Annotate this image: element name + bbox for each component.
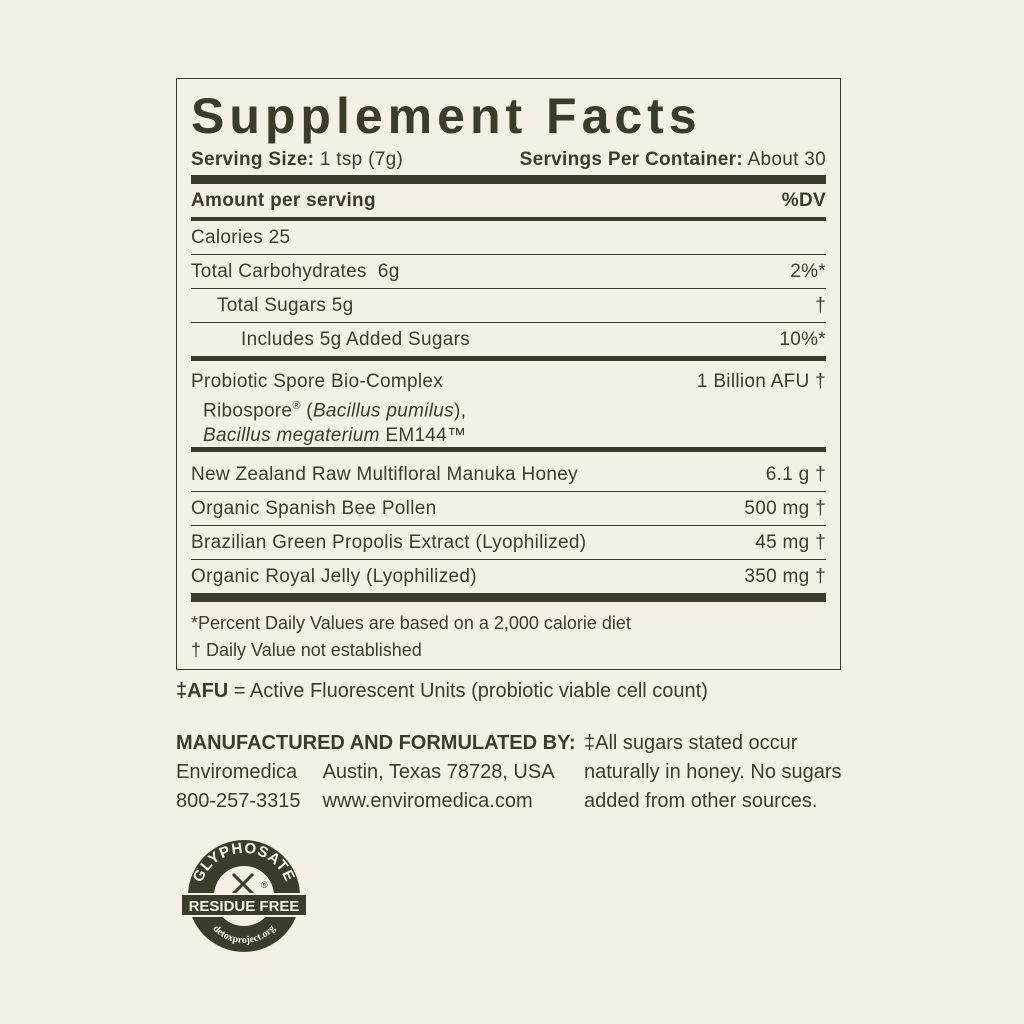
amount-label: Amount per serving [191,189,376,211]
ingredient-amount: 6.1 g † [765,463,826,485]
divider [191,559,826,560]
serving-size-value: 1 tsp (7g) [319,149,404,170]
manufacturer-heading: MANUFACTURED AND FORMULATED BY: [176,732,576,754]
probiotic-amount: 1 Billion AFU † [696,371,826,392]
afu-text: = Active Fluorescent Units (probiotic vi… [228,680,708,702]
registered-mark: ® [292,400,301,412]
ingredient-name: Brazilian Green Propolis Extract (Lyophi… [191,531,587,553]
probiotic-strain-1: Ribospore® (Bacillus pumilus), [191,394,466,423]
nutrient-dv: 2%* [790,260,826,282]
manufacturer-phone: 800-257-3315 [176,790,301,812]
manufacturer-website: www.enviromedica.com [322,790,533,812]
divider [191,525,826,526]
supplement-facts-panel: Supplement Facts Serving Size: 1 tsp (7g… [176,78,841,670]
divider [191,491,826,492]
logo-band-text: RESIDUE FREE [189,898,300,915]
sugar-note-line: ‡All sugars stated occur [584,732,798,754]
amount-header: Amount per serving %DV [191,184,826,217]
nutrient-row: Calories 25 [191,221,826,254]
strain-species: Bacillus pumilus [312,400,454,422]
manufacturer-address: Austin, Texas 78728, USA [322,761,555,783]
serving-row: Serving Size: 1 tsp (7g) Servings Per Co… [191,145,826,175]
divider [191,254,826,255]
afu-label: ‡AFU [176,680,229,702]
dv-label: %DV [781,189,826,211]
footnote-dagger: † Daily Value not established [191,640,422,660]
fork-knife-icon [231,872,255,896]
servings-label: Servings Per Container: [519,149,743,170]
nutrient-dv: 10%* [779,328,826,350]
ingredient-name: Organic Spanish Bee Pollen [191,497,437,519]
probiotic-name-block: Probiotic Spore Bio-Complex Ribospore® (… [191,369,466,448]
servings-value: About 30 [747,149,826,170]
manufacturer-name: Enviromedica [176,761,298,783]
glyphosate-residue-free-logo: GLYPHOSATE ® RESIDUE FREE detoxproject.o… [181,840,307,952]
afu-note: ‡AFU = Active Fluorescent Units (probiot… [176,677,708,706]
ingredient-row: Brazilian Green Propolis Extract (Lyophi… [191,526,826,559]
servings-per-container: Servings Per Container: About 30 [520,149,826,171]
divider [191,175,826,184]
nutrient-row: Total Sugars 5g † [191,289,826,322]
paren: ), [453,400,467,422]
divider [191,447,826,452]
nutrient-name: Includes 5g Added Sugars [241,328,471,350]
ingredient-amount: 500 mg † [744,497,826,519]
footnote-dv: *Percent Daily Values are based on a 2,0… [191,613,631,633]
divider [191,356,826,361]
probiotic-name: Probiotic Spore Bio-Complex [191,371,444,392]
footnotes: *Percent Daily Values are based on a 2,0… [191,602,826,664]
panel-title: Supplement Facts [191,88,702,144]
ingredient-row: Organic Spanish Bee Pollen 500 mg † [191,492,826,525]
sugar-note-line: naturally in honey. No sugars [584,761,842,783]
probiotic-row: Probiotic Spore Bio-Complex Ribospore® (… [191,361,826,447]
sugar-note-line: added from other sources. [584,790,818,812]
nutrient-row: Total Carbohydrates 6g 2%* [191,255,826,288]
serving-size: Serving Size: 1 tsp (7g) [191,149,403,171]
ingredient-amount: 350 mg † [744,565,826,587]
svg-text:®: ® [261,880,268,890]
strain-code: EM144™ [379,425,467,447]
strain-brand: Ribospore [203,400,293,422]
paren: ( [300,400,313,422]
sugar-note: ‡All sugars stated occur naturally in ho… [584,729,842,816]
nutrient-name: Calories 25 [191,226,291,248]
divider [191,288,826,289]
ingredient-name: New Zealand Raw Multifloral Manuka Honey [191,463,578,485]
manufacturer-block: MANUFACTURED AND FORMULATED BY: Envirome… [176,729,576,816]
divider [191,322,826,323]
nutrient-row: Includes 5g Added Sugars 10%* [191,323,826,356]
serving-size-label: Serving Size: [191,149,315,170]
strain-species: Bacillus megaterium [203,425,380,447]
divider [191,593,826,602]
ingredient-row: New Zealand Raw Multifloral Manuka Honey… [191,458,826,491]
nutrient-name: Total Carbohydrates 6g [191,260,400,282]
ingredient-row: Organic Royal Jelly (Lyophilized) 350 mg … [191,560,826,593]
probiotic-strain-2: Bacillus megaterium EM144™ [191,423,466,448]
ingredient-amount: 45 mg † [755,531,826,553]
nutrient-name: Total Sugars 5g [217,294,354,316]
logo-band [181,893,307,917]
nutrient-dv: † [815,294,826,316]
ingredient-name: Organic Royal Jelly (Lyophilized) [191,565,477,587]
divider [191,217,826,221]
